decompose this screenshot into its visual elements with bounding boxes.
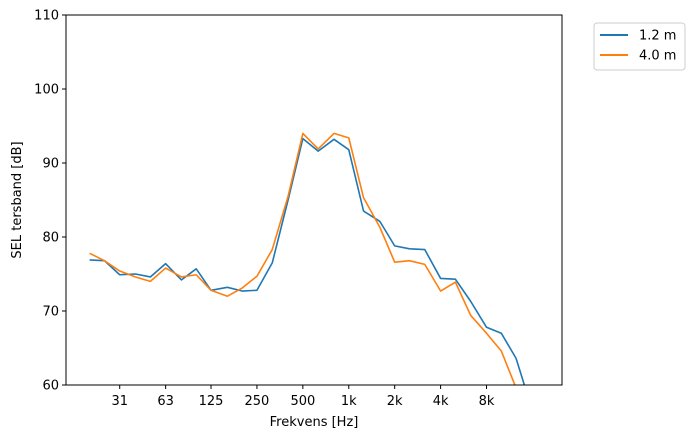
y-tick-label: 110 — [34, 9, 59, 24]
x-axis-label: Frekvens [Hz] — [270, 415, 359, 430]
y-axis-label: SEL tersband [dB] — [10, 141, 25, 258]
y-tick-label: 100 — [34, 83, 59, 98]
y-tick-label: 90 — [42, 157, 59, 172]
legend-label-2: 4.0 m — [639, 49, 676, 64]
x-tick-label: 2k — [387, 394, 403, 409]
x-tick-label: 500 — [290, 394, 315, 409]
series-layer — [89, 132, 526, 385]
legend: 1.2 m 4.0 m — [593, 22, 686, 71]
y-axis: 60 70 80 90 100 110 — [34, 9, 66, 394]
series-line-1 — [89, 137, 526, 385]
y-tick-label: 70 — [42, 305, 59, 320]
x-axis: 31 63 125 250 500 1k 2k 4k 8k — [111, 385, 495, 409]
plot-frame — [65, 14, 563, 386]
x-tick-label: 4k — [433, 394, 449, 409]
x-tick-label: 250 — [245, 394, 270, 409]
series-line-2 — [89, 132, 516, 385]
legend-label-1: 1.2 m — [639, 29, 676, 44]
x-tick-label: 125 — [199, 394, 224, 409]
x-tick-label: 63 — [157, 394, 174, 409]
x-tick-label: 31 — [111, 394, 128, 409]
y-tick-label: 60 — [42, 379, 59, 394]
y-tick-label: 80 — [42, 231, 59, 246]
x-tick-label: 8k — [479, 394, 495, 409]
x-tick-label: 1k — [341, 394, 357, 409]
